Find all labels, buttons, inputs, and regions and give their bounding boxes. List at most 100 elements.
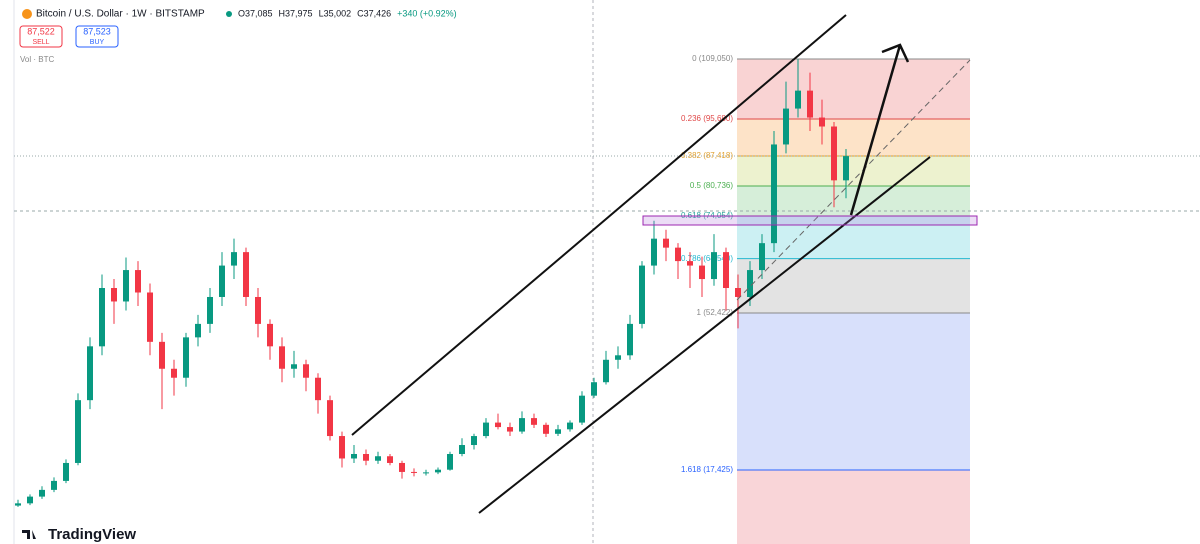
candle-body — [579, 395, 585, 423]
candle-body — [735, 288, 741, 297]
btc-icon — [22, 9, 32, 19]
candle-body — [723, 252, 729, 289]
candle-body — [591, 382, 597, 396]
candle-body — [783, 108, 789, 145]
candle-body — [663, 238, 669, 248]
channel-upper — [351, 14, 847, 436]
candle-body — [435, 469, 441, 473]
fib-band — [737, 58, 970, 119]
sell-button[interactable] — [19, 25, 63, 48]
arrow — [849, 43, 910, 216]
candle-body — [807, 90, 813, 118]
candle-body — [615, 355, 621, 360]
buy-label: BUY — [90, 39, 105, 46]
candle-body — [147, 292, 153, 342]
ohlc-value: L35,002 — [319, 8, 352, 18]
candle-body — [687, 261, 693, 266]
candle-body — [675, 247, 681, 262]
fib-band — [737, 313, 970, 471]
candle-body — [279, 346, 285, 369]
candle-body — [831, 126, 837, 181]
brand: TradingView — [48, 526, 136, 543]
fib-label: 1 (52,422) — [697, 308, 734, 317]
candle-body — [123, 270, 129, 302]
candle-body — [495, 422, 501, 428]
candle-body — [243, 252, 249, 297]
candle-body — [531, 418, 537, 425]
candle-body — [231, 252, 237, 266]
fib-band — [737, 470, 970, 544]
candle-body — [63, 462, 69, 481]
status-dot — [226, 11, 232, 17]
candle-body — [507, 427, 513, 432]
candle-body — [519, 418, 525, 432]
candle-body — [459, 445, 465, 454]
ohlc-value: O37,085 — [238, 8, 273, 18]
fib-label: 0 (109,050) — [692, 54, 733, 63]
candle-body — [771, 144, 777, 244]
candle-body — [819, 117, 825, 127]
candle-body — [75, 400, 81, 463]
candle-body — [387, 456, 393, 463]
candle-body — [375, 456, 381, 461]
title: Bitcoin / U.S. Dollar · 1W · BITSTAMP — [36, 9, 205, 20]
candle-body — [711, 252, 717, 280]
candle-body — [27, 496, 33, 504]
candle-body — [15, 503, 21, 506]
candle-body — [423, 472, 429, 474]
candle-body — [795, 90, 801, 109]
candle-body — [51, 480, 57, 490]
candle-body — [171, 368, 177, 378]
sell-price: 87,522 — [27, 26, 55, 36]
volume-label: Vol · BTC — [20, 55, 54, 64]
ohlc-value: +340 (+0.92%) — [397, 8, 457, 18]
fib-zone: 0 (109,050)0.236 (95,680)0.382 (87,418)0… — [681, 54, 970, 544]
candle-body — [483, 422, 489, 437]
candle-body — [639, 265, 645, 324]
candle-body — [759, 243, 765, 271]
candle-body — [219, 265, 225, 297]
candle-body — [327, 400, 333, 437]
candle-body — [255, 296, 261, 324]
candle-body — [351, 453, 357, 459]
candle-body — [747, 270, 753, 297]
candle-body — [555, 429, 561, 434]
candle-body — [183, 337, 189, 378]
ohlc-value: H37,975 — [279, 8, 313, 18]
candle-body — [339, 436, 345, 459]
candle-body — [303, 364, 309, 378]
fib-label: 1.618 (17,425) — [681, 465, 733, 474]
fib-label: 0.236 (95,680) — [681, 114, 733, 123]
trend-dashed — [736, 59, 971, 301]
logo-mark — [22, 530, 36, 539]
candle-body — [567, 422, 573, 430]
candle-body — [111, 288, 117, 302]
candle-body — [627, 323, 633, 356]
candle-body — [207, 296, 213, 324]
candle-body — [543, 424, 549, 434]
candle-body — [411, 471, 417, 473]
ohlc: O37,085 H37,975 L35,002 C37,426 +340 (+0.92%… — [238, 8, 457, 18]
fib-label: 0.786 (64,540) — [681, 254, 733, 263]
candle-body — [315, 377, 321, 401]
candles — [15, 59, 849, 507]
candle-body — [399, 462, 405, 472]
fib-band — [737, 258, 970, 314]
candle-body — [843, 156, 849, 181]
buy-button[interactable] — [75, 25, 119, 48]
candle-body — [135, 270, 141, 293]
zone-box — [642, 215, 978, 226]
sell-label: SELL — [32, 39, 49, 46]
candle-body — [291, 364, 297, 369]
buy-price: 87,523 — [83, 26, 111, 36]
candle-body — [471, 436, 477, 446]
candle-body — [267, 323, 273, 347]
candle-body — [99, 288, 105, 347]
candle-body — [651, 238, 657, 266]
candle-body — [87, 346, 93, 401]
candle-body — [447, 453, 453, 470]
candle-body — [363, 453, 369, 461]
candle-body — [195, 323, 201, 338]
candle-body — [39, 489, 45, 497]
